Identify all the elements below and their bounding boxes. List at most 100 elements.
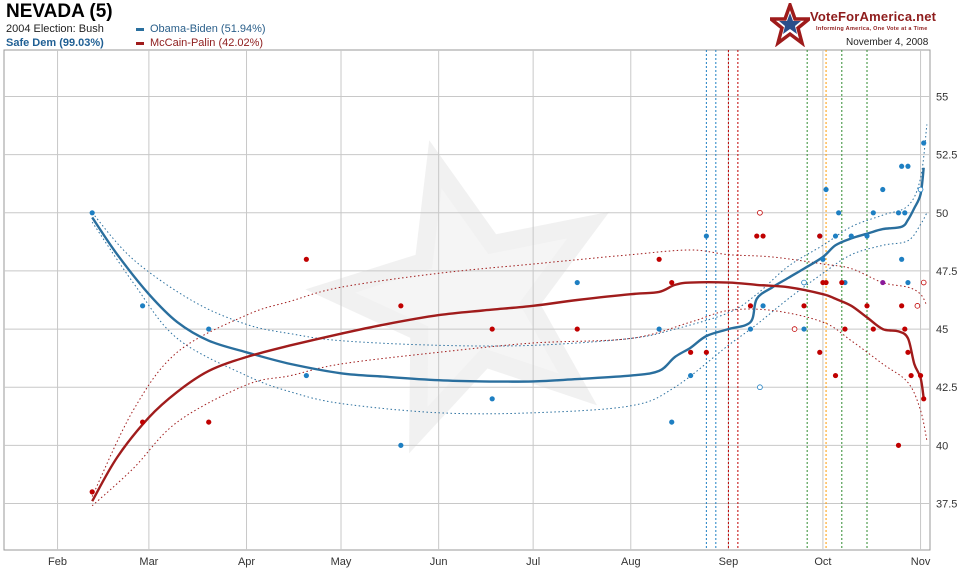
- rep-poll-point: [842, 326, 848, 332]
- dem-poll-point: [574, 279, 580, 286]
- y-tick-label: 47.5: [936, 266, 957, 278]
- x-tick-label: Mar: [139, 556, 158, 568]
- dem-poll-point: [836, 210, 842, 216]
- x-tick-label: Sep: [719, 556, 739, 568]
- x-tick-label: Nov: [911, 556, 931, 568]
- y-tick-label: 40: [936, 440, 948, 452]
- rep-poll-point: [921, 396, 927, 402]
- rep-poll-point: [823, 279, 829, 286]
- dem-poll-point: [832, 233, 839, 239]
- dem-poll-point-open: [917, 186, 924, 193]
- brand-name: VoteForAmerica.net: [810, 9, 937, 24]
- rep-poll-point: [574, 326, 580, 332]
- legend-swatch-rep: [136, 41, 144, 45]
- rep-poll-point: [688, 349, 694, 355]
- trend-lines: [91, 167, 925, 502]
- dem-poll-point: [206, 326, 212, 332]
- dem-poll-point: [905, 279, 911, 286]
- dem-poll-point: [760, 303, 766, 309]
- dem-poll-point: [688, 372, 694, 379]
- x-tick-label: Apr: [238, 556, 255, 568]
- rep-poll-point: [398, 303, 404, 309]
- dem-poll-point: [921, 140, 927, 146]
- y-tick-label: 37.5: [936, 498, 957, 510]
- rep-poll-point: [917, 372, 924, 379]
- rep-poll-point: [89, 489, 95, 495]
- star-logo-icon: [770, 3, 810, 47]
- dem-poll-point-open: [757, 384, 763, 391]
- rep-poll-point: [760, 233, 766, 239]
- legend-item-dem: Obama-Biden (51.94%): [136, 23, 266, 35]
- x-tick-label: Jun: [430, 556, 448, 568]
- dem-poll-point: [303, 372, 309, 379]
- previous-election: 2004 Election: Bush: [6, 23, 104, 35]
- dem-poll-point: [902, 210, 908, 216]
- rep-poll-point: [747, 303, 754, 309]
- page-title: NEVADA (5): [6, 1, 113, 22]
- rep-poll-point: [817, 349, 823, 355]
- rep-poll-point: [870, 326, 876, 332]
- dem-poll-point: [899, 256, 905, 262]
- rep-band-lower: [91, 308, 928, 507]
- rep-poll-point: [908, 372, 914, 379]
- x-tick-label: Feb: [48, 556, 67, 568]
- rep-poll-point: [864, 303, 870, 309]
- rep-poll-point-open: [757, 209, 763, 216]
- rep-poll-point: [656, 256, 662, 262]
- dem-poll-point: [905, 163, 911, 169]
- dem-trend-line: [91, 167, 925, 383]
- rep-poll-point: [902, 326, 908, 332]
- dem-poll-point-open: [801, 279, 807, 286]
- dem-poll-point: [823, 186, 829, 193]
- tie-poll-point: [880, 279, 886, 286]
- dem-poll-point: [870, 210, 876, 216]
- confidence-bands: [91, 124, 928, 507]
- dem-band-lower: [91, 212, 928, 415]
- rep-poll-point: [899, 303, 905, 309]
- rep-poll-point: [669, 279, 675, 286]
- dem-poll-point: [895, 210, 902, 216]
- rep-poll-point: [139, 419, 146, 425]
- star-watermark: [305, 140, 610, 454]
- rep-poll-point: [817, 233, 823, 239]
- x-tick-label: May: [331, 556, 352, 568]
- dem-poll-point: [669, 419, 675, 425]
- event-lines: [705, 50, 868, 550]
- y-tick-label: 45: [936, 324, 948, 336]
- plot-frame: [3, 49, 931, 551]
- legend-label-rep: McCain-Palin (42.02%): [150, 37, 264, 49]
- legend-swatch-dem: [136, 27, 144, 31]
- dem-poll-point: [864, 233, 870, 239]
- x-tick-label: Jul: [526, 556, 540, 568]
- y-tick-label: 42.5: [936, 382, 957, 394]
- rep-poll-point: [839, 279, 845, 286]
- rep-poll-point: [303, 256, 309, 262]
- chart-grid: [3, 49, 931, 551]
- legend-label-dem: Obama-Biden (51.94%): [150, 23, 266, 35]
- y-tick-label: 50: [936, 208, 948, 220]
- dem-poll-point: [703, 233, 709, 239]
- dem-poll-point: [820, 256, 826, 262]
- dem-poll-point: [848, 233, 854, 239]
- dem-poll-point: [139, 303, 146, 309]
- poll-points: [89, 140, 927, 495]
- legend-item-rep: McCain-Palin (42.02%): [136, 37, 263, 49]
- rep-poll-point: [905, 349, 911, 355]
- rep-poll-point: [895, 442, 902, 448]
- x-tick-label: Aug: [621, 556, 641, 568]
- dem-poll-point: [656, 326, 662, 332]
- x-tick-label: Oct: [814, 556, 831, 568]
- axis-ticks: 37.5 40 42.5 45 47.5 50 52.5 55 Feb Mar Apr May Jun J…: [48, 92, 957, 568]
- dem-poll-point: [89, 210, 95, 216]
- dem-poll-point: [398, 442, 404, 448]
- watermark-star: [305, 140, 610, 454]
- rep-poll-point-open: [914, 303, 921, 309]
- dem-poll-point: [747, 326, 754, 332]
- dem-poll-point: [880, 186, 886, 193]
- dem-poll-point: [801, 326, 807, 332]
- rep-poll-point: [801, 303, 807, 309]
- status-rating: Safe Dem (99.03%): [6, 37, 104, 49]
- rep-poll-point: [206, 419, 212, 425]
- dem-poll-point: [899, 163, 905, 169]
